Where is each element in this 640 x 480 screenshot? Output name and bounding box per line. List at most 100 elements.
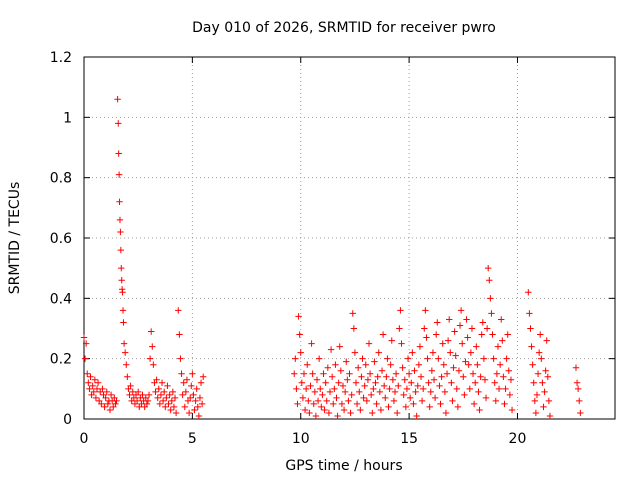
data-point [453,385,460,393]
data-point [92,394,100,402]
data-point [455,367,463,374]
data-point [436,382,443,390]
chart-title: Day 010 of 2026, SRMTID for receiver pwr… [192,20,496,36]
data-point [339,382,347,390]
data-point [101,403,108,411]
data-point [537,331,544,338]
data-point [107,391,115,399]
data-point [572,364,580,371]
x-axis-label: GPS time / hours [285,458,402,474]
data-point [104,400,112,408]
data-point [150,361,157,368]
data-point [158,379,166,386]
data-point [157,391,165,399]
data-point [539,379,546,386]
data-point [576,397,583,405]
data-point [491,379,498,386]
data-point [387,361,394,368]
data-point [415,361,423,368]
data-point [468,325,476,332]
data-point [529,361,536,368]
data-point [385,403,392,411]
data-point [196,394,204,402]
data-point [116,198,123,205]
data-point [361,382,368,390]
data-point [80,334,88,341]
data-point [451,328,458,335]
data-point [133,397,141,405]
data-point [115,120,122,127]
y-tick-label: 1.2 [50,50,72,66]
data-point [363,397,371,405]
data-point [369,409,376,417]
data-point [388,337,395,344]
data-point [328,373,336,380]
data-point [396,325,403,332]
data-point [367,391,375,399]
data-point [103,388,110,396]
data-point [389,376,397,383]
data-point [195,412,203,420]
data-point [172,409,180,417]
data-point [378,367,386,374]
data-point [480,355,488,362]
data-point [353,400,361,408]
data-point [573,379,581,386]
data-point [376,388,384,396]
data-point [164,382,171,390]
data-point [492,397,499,405]
data-point [460,373,467,380]
data-point [482,394,490,402]
data-point [167,406,174,414]
data-point [422,307,429,314]
data-point [294,400,301,408]
data-point [114,96,121,103]
data-point [338,400,346,408]
data-point [431,394,439,402]
data-point [315,355,323,362]
data-point [499,337,506,344]
data-point [474,361,481,368]
y-tick-label: 0.6 [50,231,72,247]
data-point [428,367,436,374]
data-point [180,379,187,386]
data-point [347,409,354,417]
data-point [487,295,494,302]
data-point [349,310,356,317]
data-point [295,313,302,320]
data-point [402,403,410,411]
y-tick-label: 1 [63,110,72,126]
data-point [166,391,173,399]
data-point [343,358,350,365]
data-point [382,394,389,402]
data-point [500,373,507,380]
data-point [380,382,388,390]
data-point [498,316,505,323]
data-point [374,373,381,380]
data-point [178,370,185,377]
data-point [159,397,167,405]
data-point [115,150,122,157]
data-point [362,361,369,368]
data-point [496,361,504,368]
data-point [312,412,320,420]
data-point [292,355,299,362]
data-point [134,388,142,396]
data-point [149,343,156,350]
data-point [488,310,495,317]
x-tick-label: 5 [188,431,197,447]
data-point [118,264,125,272]
data-point [384,355,391,362]
data-point [432,331,440,338]
data-point [494,343,502,350]
data-point [356,388,363,396]
data-point [530,379,537,386]
data-point [182,388,190,396]
data-point [403,385,411,393]
data-point [542,367,549,374]
data-point [85,379,92,386]
data-point [317,385,324,393]
data-point [398,340,405,347]
data-point [531,397,539,405]
